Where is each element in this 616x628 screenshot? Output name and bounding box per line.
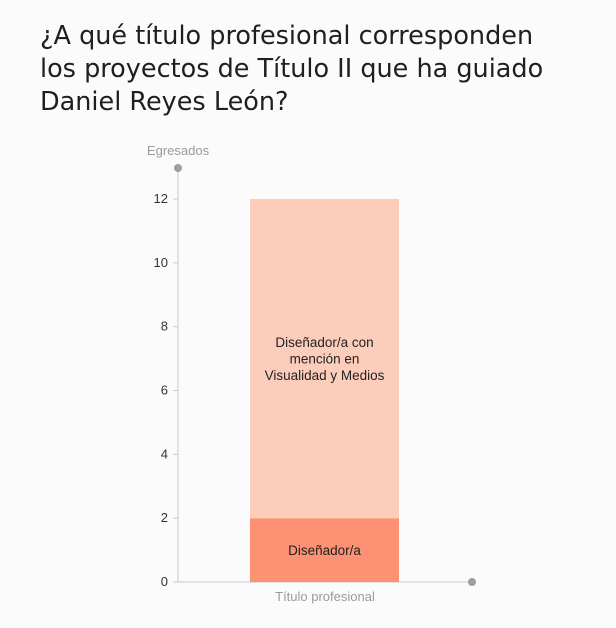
y-tick-label: 4 bbox=[161, 446, 168, 461]
y-tick-label: 8 bbox=[161, 319, 168, 334]
bar-segment-label: Visualidad y Medios bbox=[265, 368, 385, 383]
bar-segment-label: mención en bbox=[290, 352, 360, 367]
bar-segment-label: Diseñador/a con bbox=[275, 335, 373, 350]
x-axis-title: Título profesional bbox=[275, 589, 375, 604]
y-tick-label: 0 bbox=[161, 574, 168, 589]
y-tick-label: 12 bbox=[154, 191, 168, 206]
y-axis-end-dot bbox=[174, 164, 182, 172]
y-tick-label: 2 bbox=[161, 510, 168, 525]
y-axis-title: Egresados bbox=[147, 143, 210, 158]
bar-segment-label: Diseñador/a bbox=[288, 543, 361, 558]
y-tick-label: 10 bbox=[154, 255, 168, 270]
y-tick-label: 6 bbox=[161, 383, 168, 398]
x-axis-end-dot bbox=[468, 578, 476, 586]
